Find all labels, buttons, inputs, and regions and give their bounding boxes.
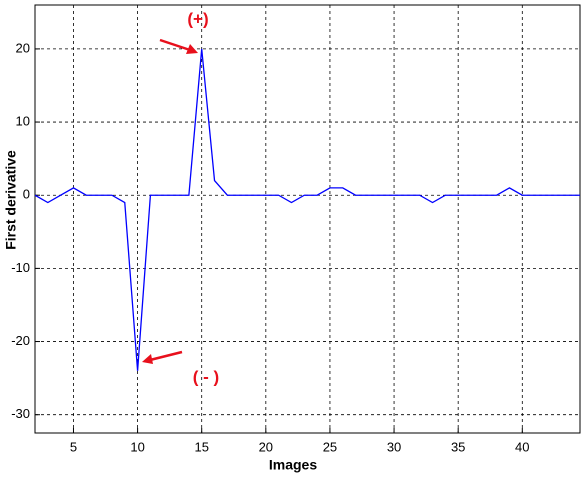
x-tick-label: 40	[515, 439, 529, 454]
y-tick-label: 0	[23, 187, 30, 202]
y-tick-label: 20	[16, 40, 30, 55]
x-tick-label: 15	[194, 439, 208, 454]
x-tick-label: 30	[387, 439, 401, 454]
x-axis-label: Images	[269, 457, 317, 473]
arrows	[142, 38, 198, 364]
x-tick-label: 35	[451, 439, 465, 454]
x-tick-label: 5	[70, 439, 77, 454]
x-tick-label: 10	[130, 439, 144, 454]
y-tick-label: -10	[11, 260, 30, 275]
y-tick-label: -30	[11, 406, 30, 421]
y-tick-label: -20	[11, 333, 30, 348]
x-tick-label: 20	[259, 439, 273, 454]
line	[35, 48, 580, 371]
x-tick-label: 25	[323, 439, 337, 454]
y-tick-label: 10	[16, 113, 30, 128]
annotation: (+)	[187, 9, 208, 28]
y-axis-label: First derivative	[3, 150, 19, 250]
plot-area	[34, 4, 581, 434]
annotation: ( - )	[193, 367, 219, 386]
